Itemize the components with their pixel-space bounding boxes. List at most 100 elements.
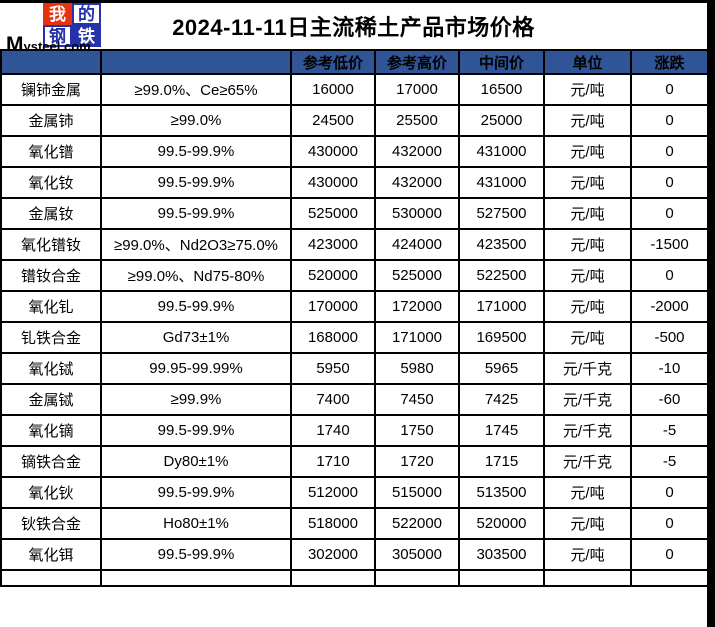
empty-cell (543, 569, 632, 587)
low-price-cell: 430000 (290, 135, 376, 168)
mysteel-logo-grid: 我 的 钢 铁 (43, 3, 101, 47)
mid-price-cell: 7425 (458, 383, 545, 416)
empty-cell (290, 569, 376, 587)
change-cell: -60 (630, 383, 709, 416)
product-cell: 氧化镨 (0, 135, 102, 168)
high-price-cell: 530000 (374, 197, 460, 230)
table-row: 氧化镝 99.5-99.9% 1740 1750 1745 元/千克 -5 (0, 414, 709, 447)
spec-cell: ≥99.0%、Nd2O3≥75.0% (100, 228, 292, 261)
low-price-cell: 7400 (290, 383, 376, 416)
low-price-cell: 520000 (290, 259, 376, 292)
product-cell: 氧化镝 (0, 414, 102, 447)
mid-price-cell: 520000 (458, 507, 545, 540)
masthead: 2024-11-11日主流稀土产品市场价格 (0, 3, 707, 49)
change-cell: -5 (630, 414, 709, 447)
column-header-mid: 中间价 (458, 49, 545, 75)
mid-price-cell: 1745 (458, 414, 545, 447)
spec-cell: 99.5-99.9% (100, 414, 292, 447)
mid-price-cell: 1715 (458, 445, 545, 478)
table-row: 金属铈 ≥99.0% 24500 25500 25000 元/吨 0 (0, 104, 709, 137)
low-price-cell: 302000 (290, 538, 376, 571)
product-cell: 金属铈 (0, 104, 102, 137)
unit-cell: 元/吨 (543, 476, 632, 509)
product-cell: 镨钕合金 (0, 259, 102, 292)
empty-cell (100, 569, 292, 587)
low-price-cell: 16000 (290, 73, 376, 106)
table-row: 镨钕合金 ≥99.0%、Nd75-80% 520000 525000 522500 元/吨… (0, 259, 709, 292)
table-row: 氧化镨钕 ≥99.0%、Nd2O3≥75.0% 423000 424000 423500… (0, 228, 709, 261)
table-row: 氧化钬 99.5-99.9% 512000 515000 513500 元/吨 0 (0, 476, 709, 509)
empty-cell (630, 569, 709, 587)
change-cell: 0 (630, 197, 709, 230)
table-row: 钬铁合金 Ho80±1% 518000 522000 520000 元/吨 0 (0, 507, 709, 540)
mid-price-cell: 431000 (458, 135, 545, 168)
high-price-cell: 5980 (374, 352, 460, 385)
spec-cell: Dy80±1% (100, 445, 292, 478)
product-cell: 金属钕 (0, 197, 102, 230)
mid-price-cell: 522500 (458, 259, 545, 292)
price-table: 参考低价 参考高价 中间价 单位 涨跌 镧铈金属 ≥99.0%、Ce≥65% 160… (0, 49, 709, 587)
high-price-cell: 515000 (374, 476, 460, 509)
product-cell: 氧化铽 (0, 352, 102, 385)
spec-cell: ≥99.0%、Nd75-80% (100, 259, 292, 292)
right-frame-bar (707, 0, 715, 627)
unit-cell: 元/吨 (543, 538, 632, 571)
table-row: 钆铁合金 Gd73±1% 168000 171000 169500 元/吨 -500 (0, 321, 709, 354)
product-cell: 氧化镨钕 (0, 228, 102, 261)
product-cell: 镝铁合金 (0, 445, 102, 478)
unit-cell: 元/吨 (543, 197, 632, 230)
table-header-row: 参考低价 参考高价 中间价 单位 涨跌 (0, 49, 709, 75)
spec-cell: 99.95-99.99% (100, 352, 292, 385)
product-cell: 氧化钬 (0, 476, 102, 509)
change-cell: 0 (630, 135, 709, 168)
change-cell: 0 (630, 166, 709, 199)
top-frame-bar (0, 0, 715, 3)
column-header-high: 参考高价 (374, 49, 460, 75)
spec-cell: ≥99.0% (100, 104, 292, 137)
change-cell: -2000 (630, 290, 709, 323)
unit-cell: 元/吨 (543, 290, 632, 323)
empty-cell (374, 569, 460, 587)
unit-cell: 元/吨 (543, 166, 632, 199)
high-price-cell: 525000 (374, 259, 460, 292)
mid-price-cell: 171000 (458, 290, 545, 323)
high-price-cell: 7450 (374, 383, 460, 416)
mid-price-cell: 527500 (458, 197, 545, 230)
low-price-cell: 430000 (290, 166, 376, 199)
change-cell: 0 (630, 73, 709, 106)
spec-cell: Ho80±1% (100, 507, 292, 540)
unit-cell: 元/千克 (543, 445, 632, 478)
low-price-cell: 168000 (290, 321, 376, 354)
mid-price-cell: 5965 (458, 352, 545, 385)
high-price-cell: 432000 (374, 135, 460, 168)
spec-cell: ≥99.0%、Ce≥65% (100, 73, 292, 106)
product-cell: 钆铁合金 (0, 321, 102, 354)
low-price-cell: 1740 (290, 414, 376, 447)
mid-price-cell: 303500 (458, 538, 545, 571)
product-cell: 氧化钆 (0, 290, 102, 323)
logo-char-de: 的 (72, 3, 101, 25)
table-row: 氧化钕 99.5-99.9% 430000 432000 431000 元/吨 0 (0, 166, 709, 199)
column-header-unit: 单位 (543, 49, 632, 75)
table-row: 金属铽 ≥99.9% 7400 7450 7425 元/千克 -60 (0, 383, 709, 416)
high-price-cell: 25500 (374, 104, 460, 137)
table-row: 镧铈金属 ≥99.0%、Ce≥65% 16000 17000 16500 元/吨 0 (0, 73, 709, 106)
low-price-cell: 512000 (290, 476, 376, 509)
unit-cell: 元/吨 (543, 135, 632, 168)
unit-cell: 元/吨 (543, 228, 632, 261)
spec-cell: 99.5-99.9% (100, 197, 292, 230)
high-price-cell: 424000 (374, 228, 460, 261)
logo-char-wo: 我 (43, 3, 72, 25)
change-cell: 0 (630, 538, 709, 571)
high-price-cell: 172000 (374, 290, 460, 323)
unit-cell: 元/千克 (543, 352, 632, 385)
low-price-cell: 423000 (290, 228, 376, 261)
product-cell: 氧化钕 (0, 166, 102, 199)
page-title: 2024-11-11日主流稀土产品市场价格 (172, 15, 535, 40)
low-price-cell: 170000 (290, 290, 376, 323)
mid-price-cell: 25000 (458, 104, 545, 137)
mid-price-cell: 169500 (458, 321, 545, 354)
table-row: 氧化铽 99.95-99.99% 5950 5980 5965 元/千克 -10 (0, 352, 709, 385)
spec-cell: 99.5-99.9% (100, 476, 292, 509)
product-cell: 氧化铒 (0, 538, 102, 571)
